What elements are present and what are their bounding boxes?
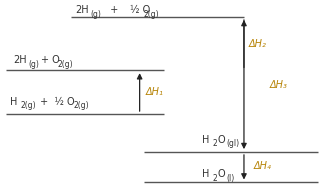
Text: O: O xyxy=(218,169,225,179)
Text: +: + xyxy=(104,6,125,15)
Text: 2(g): 2(g) xyxy=(144,10,160,19)
Text: ½ O: ½ O xyxy=(130,6,150,15)
Text: 2(g): 2(g) xyxy=(57,59,73,69)
Text: ΔH₃: ΔH₃ xyxy=(270,81,288,90)
Text: O: O xyxy=(218,135,225,145)
Text: H: H xyxy=(202,135,210,145)
Text: 2: 2 xyxy=(213,173,217,183)
Text: (gl): (gl) xyxy=(227,139,240,148)
Text: ΔH₁: ΔH₁ xyxy=(146,87,164,97)
Text: 2: 2 xyxy=(213,139,217,148)
Text: H: H xyxy=(10,97,17,107)
Text: + O: + O xyxy=(41,55,60,65)
Text: 2H: 2H xyxy=(75,6,89,15)
Text: (g): (g) xyxy=(90,10,101,19)
Text: (g): (g) xyxy=(28,59,39,69)
Text: H: H xyxy=(202,169,210,179)
Text: ΔH₄: ΔH₄ xyxy=(254,161,272,171)
Text: (l): (l) xyxy=(227,173,235,183)
Text: 2H: 2H xyxy=(13,55,26,65)
Text: 2(g): 2(g) xyxy=(20,101,36,110)
Text: ΔH₂: ΔH₂ xyxy=(249,39,267,49)
Text: +  ½ O: + ½ O xyxy=(37,97,74,107)
Text: 2(g): 2(g) xyxy=(73,101,89,110)
